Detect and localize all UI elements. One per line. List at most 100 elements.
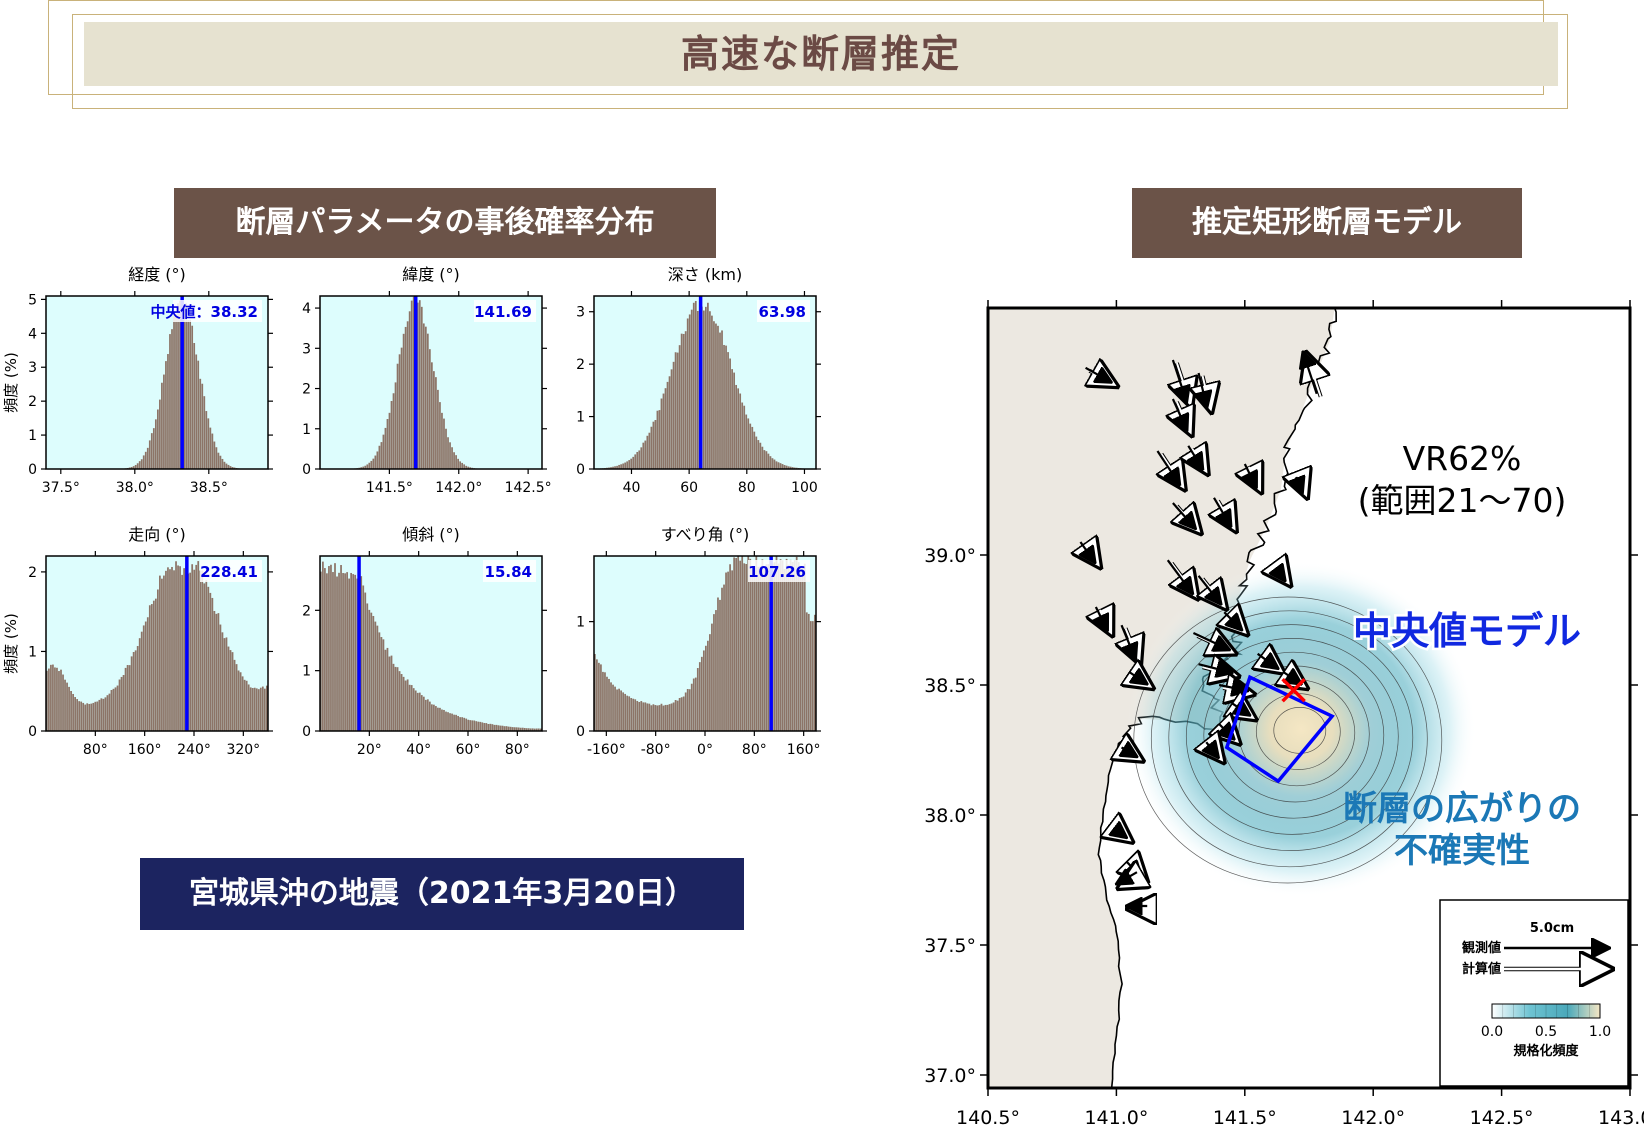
histogram-bar [173, 570, 175, 731]
histogram-bar [328, 566, 330, 731]
histogram-bar [525, 728, 528, 731]
observed-arrow [1197, 575, 1220, 602]
histogram-bar [803, 563, 806, 731]
histogram-bar [366, 464, 369, 469]
histogram-bar [171, 329, 173, 469]
histogram-bar [386, 419, 389, 469]
histogram-bar [682, 696, 685, 731]
histogram-bar [642, 702, 645, 731]
histogram-bar [251, 688, 254, 731]
histogram-bar [705, 645, 707, 731]
histogram-bar [374, 621, 377, 731]
x-tick-label: 37.5° [42, 480, 80, 496]
histogram-bar [163, 575, 165, 731]
histogram-bar [433, 371, 435, 469]
histogram-bar [431, 362, 433, 469]
histogram-bar [54, 667, 56, 731]
histogram-bar [195, 354, 198, 469]
observed-arrow [1206, 742, 1216, 755]
x-tick-label: 80° [742, 742, 767, 758]
histogram-bar [785, 558, 788, 731]
map-x-tick-label: 142.0° [1341, 1107, 1405, 1129]
x-tick-label: 80 [738, 480, 756, 496]
histogram-bar [652, 421, 655, 469]
histogram-bar [749, 423, 752, 469]
histogram-bar [74, 697, 76, 731]
histogram-bar [676, 700, 679, 731]
histogram-bar [118, 679, 121, 731]
histogram-bar [608, 467, 610, 469]
histogram-bar [217, 452, 220, 469]
y-tick-label: 1 [576, 410, 585, 426]
observed-arrow [1171, 398, 1186, 428]
histogram-bar [763, 450, 766, 469]
y-tick-label: 2 [576, 357, 585, 373]
histogram-bar [152, 428, 155, 469]
x-tick-label: 320° [226, 742, 260, 758]
histogram-panel: 0 1 2 20° 40° 60° 80° 傾斜 (°) 15.84 [302, 525, 547, 758]
histogram-bar [660, 398, 663, 469]
median-value-label: 63.98 [759, 303, 806, 321]
histogram-bar [191, 325, 194, 469]
earthquake-label: 宮城県沖の地震（2021年3月20日） [140, 858, 744, 930]
histogram-bar [634, 454, 637, 469]
histogram-bar [457, 458, 459, 469]
map-y-tick-label: 37.5° [924, 935, 976, 957]
histogram-bar [223, 638, 226, 731]
histogram-bar [757, 440, 760, 469]
histogram-bar [435, 706, 437, 731]
histogram-title: 深さ (km) [668, 265, 742, 284]
histogram-bar [330, 564, 332, 731]
histogram-bar [209, 592, 212, 731]
observed-arrow [1171, 359, 1186, 399]
histogram-bar [602, 671, 604, 731]
histogram-bar [666, 704, 669, 731]
histogram-bar [789, 466, 792, 469]
histogram-bar [624, 462, 627, 469]
histogram-bar [648, 432, 651, 469]
histogram-bar [92, 702, 95, 731]
histogram-bar [449, 713, 451, 731]
histogram-bar [435, 377, 437, 469]
median-value-label: 228.41 [200, 563, 258, 581]
histogram-bar [259, 687, 262, 731]
histogram-bar [159, 399, 161, 469]
histogram-panel: 0 1 2 3 4 141.5° 142.0° 142.5° 緯度 (°) 141.69 [302, 265, 552, 496]
x-tick-label: 40° [406, 742, 431, 758]
histogram-bar [263, 688, 266, 731]
histogram-bar [412, 296, 415, 469]
histogram-bar [173, 313, 175, 469]
colorbar-tick-label: 1.0 [1589, 1024, 1611, 1040]
histogram-bar [781, 464, 784, 469]
observed-arrow [1156, 450, 1178, 482]
histogram-bar [692, 302, 695, 469]
histogram-bar [382, 434, 385, 469]
histogram-bar [144, 621, 147, 731]
histogram-bar [378, 445, 381, 469]
histogram-bar [388, 656, 391, 731]
observed-arrow [1218, 685, 1245, 690]
histogram-bars [116, 300, 248, 469]
histogram-bar [50, 664, 52, 731]
histogram-bar [672, 702, 675, 731]
histogram-bar [723, 584, 725, 731]
histogram-bar [664, 704, 667, 731]
median-value-label: 中央値：38.32 [151, 303, 258, 321]
histogram-bar [439, 707, 441, 731]
histogram-bar [398, 354, 401, 469]
histogram-bar [636, 700, 639, 731]
histogram-bar [445, 711, 447, 731]
map-y-tick-label: 39.0° [924, 545, 976, 567]
histogram-bar [656, 410, 659, 469]
observed-arrow [1223, 611, 1239, 628]
histogram-bar [477, 721, 480, 731]
histogram-bar [356, 578, 359, 731]
histogram-bar [362, 585, 365, 731]
histogram-bar [439, 402, 441, 469]
histogram-bar [753, 431, 756, 469]
x-tick-label: -80° [641, 742, 671, 758]
histogram-bar [424, 699, 427, 731]
histogram-bar [217, 613, 220, 731]
observed-arrow [1128, 672, 1144, 682]
y-tick-label: 4 [28, 326, 37, 342]
